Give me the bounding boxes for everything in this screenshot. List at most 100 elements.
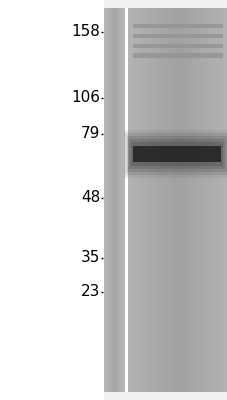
Bar xyxy=(188,8,189,392)
Bar xyxy=(185,8,186,392)
Bar xyxy=(210,8,212,392)
Bar xyxy=(207,8,208,392)
Bar xyxy=(210,8,211,392)
Bar xyxy=(212,8,213,392)
Bar xyxy=(127,136,226,172)
Bar xyxy=(115,8,116,392)
Bar xyxy=(184,8,185,392)
Bar xyxy=(196,8,197,392)
Bar xyxy=(171,8,172,392)
Bar xyxy=(114,8,115,392)
Bar xyxy=(178,8,179,392)
Bar xyxy=(215,8,217,392)
Bar xyxy=(111,8,112,392)
Bar xyxy=(104,8,105,392)
Bar xyxy=(217,8,218,392)
Bar xyxy=(199,8,200,392)
Bar xyxy=(133,8,135,392)
Bar xyxy=(195,8,197,392)
Bar xyxy=(125,133,227,175)
Bar xyxy=(105,8,106,392)
Bar xyxy=(109,8,110,392)
Bar xyxy=(201,8,202,392)
Bar xyxy=(160,8,161,392)
Bar xyxy=(194,8,195,392)
Bar xyxy=(128,8,129,392)
Bar xyxy=(142,8,143,392)
Bar xyxy=(113,8,114,392)
Bar xyxy=(143,8,144,392)
Bar xyxy=(219,8,220,392)
Bar xyxy=(106,8,107,392)
Bar xyxy=(149,8,150,392)
Bar xyxy=(114,8,115,392)
Bar xyxy=(121,8,122,392)
Bar xyxy=(159,8,160,392)
Bar xyxy=(133,44,222,48)
Bar xyxy=(165,8,166,392)
Text: 48: 48 xyxy=(81,190,100,206)
Bar xyxy=(152,8,153,392)
Bar xyxy=(205,8,207,392)
Bar xyxy=(162,8,163,392)
Bar xyxy=(133,24,222,28)
Bar xyxy=(183,8,184,392)
Bar xyxy=(186,8,187,392)
Bar xyxy=(109,8,110,392)
Bar xyxy=(181,8,182,392)
Bar xyxy=(156,8,157,392)
Bar xyxy=(139,8,140,392)
Bar xyxy=(105,8,106,392)
Bar xyxy=(138,8,140,392)
Bar xyxy=(214,8,215,392)
Bar xyxy=(208,8,209,392)
Bar xyxy=(130,142,222,166)
Bar xyxy=(116,8,117,392)
Bar xyxy=(181,8,183,392)
Bar xyxy=(179,8,180,392)
Bar xyxy=(221,8,222,392)
Bar xyxy=(113,8,114,392)
Bar xyxy=(213,8,214,392)
Bar xyxy=(111,8,112,392)
Bar xyxy=(154,8,155,392)
Bar xyxy=(187,8,188,392)
Bar xyxy=(133,8,134,392)
Bar xyxy=(117,8,118,392)
Bar xyxy=(203,8,204,392)
Bar xyxy=(107,8,108,392)
Bar xyxy=(114,8,115,392)
Bar xyxy=(118,8,119,392)
Bar xyxy=(157,8,158,392)
Bar xyxy=(132,146,220,162)
Bar xyxy=(197,8,198,392)
Bar xyxy=(0,0,103,400)
Bar xyxy=(117,8,118,392)
Bar xyxy=(104,8,105,392)
Bar xyxy=(177,8,178,392)
Bar xyxy=(223,8,224,392)
Bar xyxy=(133,34,222,38)
Bar xyxy=(117,8,118,392)
Bar xyxy=(132,8,133,392)
Bar xyxy=(170,8,171,392)
Bar xyxy=(216,8,217,392)
Bar xyxy=(104,8,105,392)
Bar xyxy=(191,8,192,392)
Bar xyxy=(123,8,124,392)
Bar xyxy=(218,8,219,392)
Bar xyxy=(167,8,168,392)
Bar xyxy=(146,8,147,392)
Bar xyxy=(108,8,109,392)
Bar xyxy=(128,8,130,392)
Bar xyxy=(110,8,111,392)
Bar xyxy=(107,8,108,392)
Bar xyxy=(172,8,173,392)
Bar xyxy=(118,8,119,392)
Bar xyxy=(147,8,148,392)
Bar xyxy=(138,8,139,392)
Bar xyxy=(106,8,107,392)
Bar xyxy=(135,8,136,392)
Bar xyxy=(195,8,196,392)
Bar xyxy=(112,8,113,392)
